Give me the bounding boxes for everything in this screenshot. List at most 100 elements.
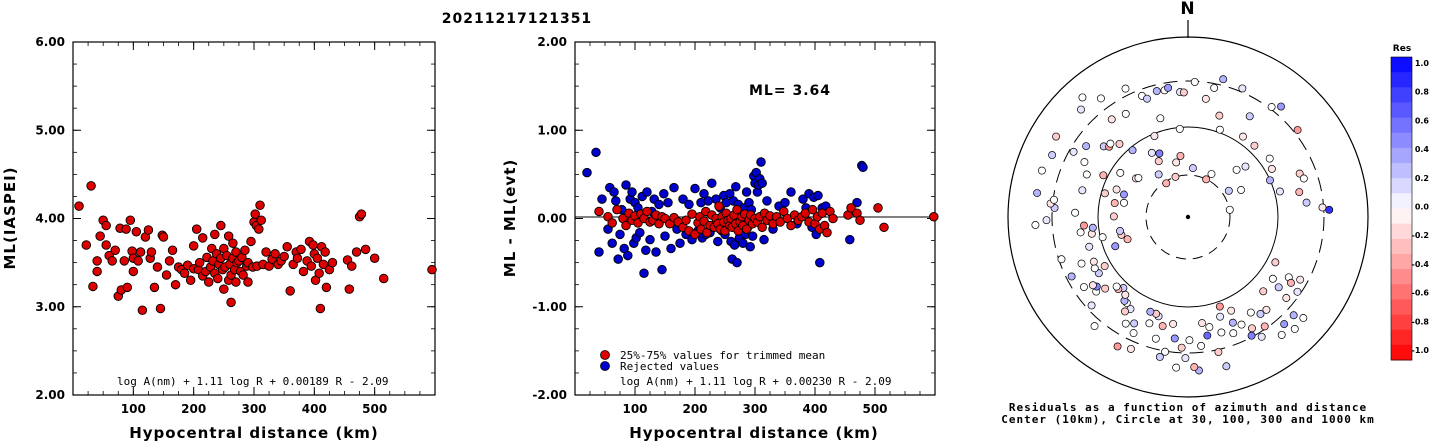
colorbar-cell xyxy=(1391,223,1412,240)
station-point xyxy=(1197,341,1206,350)
y-tick-label: 4.00 xyxy=(35,212,65,226)
colorbar-cell xyxy=(1391,163,1412,179)
station-point xyxy=(1154,157,1163,166)
colorbar-cell xyxy=(1391,253,1412,270)
station-point xyxy=(1119,190,1128,199)
station-point xyxy=(1087,301,1096,310)
station-point xyxy=(1147,148,1156,157)
rejected-point xyxy=(845,234,855,245)
rejected-point xyxy=(663,197,673,208)
station-point xyxy=(1325,205,1334,214)
data-point xyxy=(243,277,253,287)
data-point xyxy=(315,303,326,314)
station-point xyxy=(1215,302,1224,311)
station-point xyxy=(1121,319,1130,328)
x-tick-label: 400 xyxy=(802,402,827,416)
station-point xyxy=(1215,125,1224,134)
data-point xyxy=(292,253,303,263)
rejected-point xyxy=(780,197,790,208)
station-point xyxy=(1172,158,1181,167)
station-point xyxy=(1256,310,1265,318)
ml-residual-plot: -2.00 -1.00 0.00 1.00 2.00 100 200 300 400 500 M… xyxy=(501,35,939,441)
rejected-point xyxy=(747,231,758,241)
station-point xyxy=(1090,322,1099,331)
station-point xyxy=(1246,308,1255,317)
station-point xyxy=(1241,162,1250,171)
data-point xyxy=(279,251,289,262)
station-point xyxy=(1155,353,1164,361)
station-point xyxy=(1121,109,1130,118)
data-point xyxy=(197,233,208,243)
y-axis-label: ML(IASPEI) xyxy=(1,166,19,269)
rejected-point xyxy=(654,199,664,210)
station-point xyxy=(1227,306,1236,315)
rejected-point xyxy=(707,178,717,188)
rejected-point xyxy=(815,257,825,268)
station-point xyxy=(1088,223,1097,232)
rejected-point xyxy=(657,264,667,275)
station-point xyxy=(1109,212,1118,221)
station-point xyxy=(1177,343,1186,352)
station-point xyxy=(1082,142,1091,151)
data-point xyxy=(86,181,96,191)
station-point xyxy=(1079,283,1088,291)
station-point xyxy=(1079,221,1088,230)
data-point xyxy=(143,225,154,235)
data-point xyxy=(282,241,292,252)
data-point xyxy=(101,220,111,231)
rejected-point xyxy=(639,268,649,278)
data-point xyxy=(254,224,264,234)
rejected-point xyxy=(645,234,655,245)
station-point xyxy=(1203,331,1212,340)
station-point xyxy=(1031,221,1040,229)
legend-accepted-label: 25%-75% values for trimmed mean xyxy=(620,349,825,362)
station-point xyxy=(1266,176,1274,185)
event-title: 20211217121351 xyxy=(442,11,592,27)
rejected-point xyxy=(858,162,868,173)
rejected-point xyxy=(798,194,808,204)
station-point xyxy=(1143,94,1151,103)
rejected-point xyxy=(745,241,755,252)
station-point xyxy=(1238,84,1247,93)
x-tick-label: 300 xyxy=(742,402,767,416)
rejected-point xyxy=(615,229,625,240)
station-point xyxy=(1112,185,1121,194)
rejected-point xyxy=(609,187,619,197)
station-point xyxy=(1214,348,1223,356)
data-point xyxy=(121,224,131,234)
station-point xyxy=(1129,329,1138,338)
station-point xyxy=(1169,319,1178,328)
data-point xyxy=(128,266,139,277)
rejected-point xyxy=(613,254,623,264)
rejected-point xyxy=(684,199,694,210)
rejected-point xyxy=(621,180,631,190)
colorbar-cell xyxy=(1391,269,1412,285)
station-point xyxy=(1225,205,1234,214)
caption-line-1: Residuals as a function of azimuth and d… xyxy=(1009,401,1367,414)
accepted-point xyxy=(607,218,617,228)
data-point xyxy=(320,247,330,257)
y-axis-label: ML - ML(evt) xyxy=(501,159,519,277)
station-point xyxy=(1207,170,1216,178)
station-point xyxy=(1260,322,1269,331)
rejected-point xyxy=(594,247,604,257)
data-point xyxy=(194,257,205,268)
station-point xyxy=(1286,278,1295,287)
rejected-point xyxy=(607,238,617,248)
data-point xyxy=(356,209,367,219)
accepted-point xyxy=(846,203,856,213)
station-point xyxy=(1154,170,1163,179)
colorbar-frame xyxy=(1390,56,1413,361)
station-point xyxy=(1115,139,1124,148)
station-point xyxy=(1096,94,1105,103)
station-point xyxy=(1146,307,1155,316)
ring-30km xyxy=(1145,174,1231,260)
data-point xyxy=(308,240,318,250)
data-point xyxy=(92,256,102,266)
colorbar-tick-label: -0.2 xyxy=(1412,231,1430,240)
data-point xyxy=(191,224,202,234)
x-tick-label: 200 xyxy=(682,402,707,416)
rejected-point xyxy=(741,187,752,197)
rejected-point xyxy=(641,245,651,256)
